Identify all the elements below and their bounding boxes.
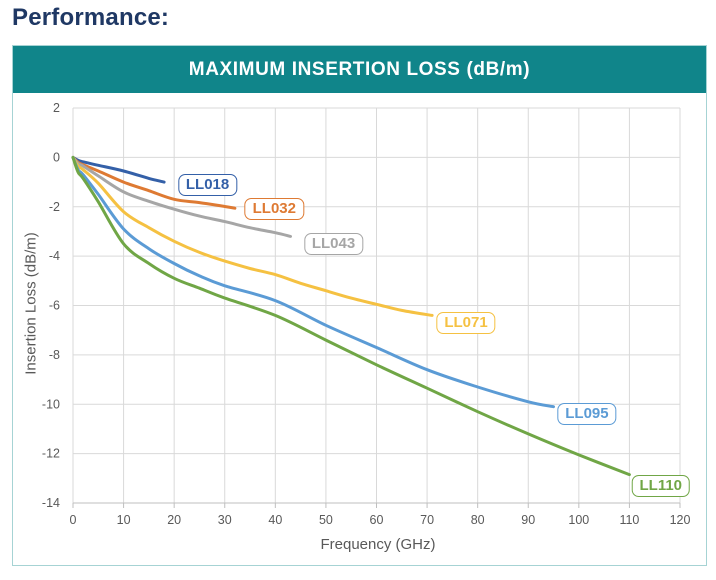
y-axis-title: Insertion Loss (dB/m) [22, 232, 40, 375]
x-tick-label: 110 [619, 513, 639, 527]
series-line-LL071 [71, 155, 434, 317]
series-label-LL043: LL043 [303, 232, 364, 255]
chart-header-bar: MAXIMUM INSERTION LOSS (dB/m) [13, 46, 706, 93]
y-tick-label: -2 [49, 200, 60, 214]
x-tick-label: 50 [319, 513, 333, 527]
y-tick-label: -6 [49, 299, 60, 313]
series-line-LL043 [71, 155, 292, 238]
x-tick-label: 20 [167, 513, 181, 527]
x-tick-label: 0 [70, 513, 77, 527]
series-label-LL018: LL018 [177, 173, 238, 196]
insertion-loss-chart: 0 10 20 30 40 50 60 70 80 90 100 110 120 2 0 -2 -4 -6 -8 -1… [13, 93, 706, 565]
series-line-LL110 [71, 155, 631, 477]
series-label-LL095: LL095 [557, 403, 617, 426]
x-axis-title: Frequency (GHz) [320, 536, 436, 553]
x-tick-label: 10 [117, 513, 131, 527]
y-tick-label: 0 [53, 150, 60, 164]
chart-title: MAXIMUM INSERTION LOSS (dB/m) [188, 58, 531, 80]
y-tick-label: -4 [49, 249, 60, 263]
y-tick-label: -10 [42, 397, 60, 411]
series-label-LL110: LL110 [631, 474, 691, 497]
x-tick-label: 80 [471, 513, 485, 527]
x-tick-label: 70 [420, 513, 434, 527]
page-title: Performance: [12, 4, 170, 31]
x-tick-label: 90 [521, 513, 535, 527]
y-tick-label: -8 [49, 348, 60, 362]
performance-chart-card: MAXIMUM INSERTION LOSS (dB/m) 0 10 20 30 40 5… [12, 45, 707, 566]
series-line-LL095 [71, 155, 555, 409]
y-tick-label: 2 [53, 101, 60, 115]
series-label-LL071: LL071 [436, 311, 496, 334]
y-tick-label: -12 [42, 447, 60, 461]
x-tick-label: 30 [218, 513, 232, 527]
x-tick-label: 40 [268, 513, 282, 527]
series-label-LL032: LL032 [244, 198, 304, 221]
y-tick-label: -14 [42, 496, 60, 510]
chart-plot-svg: 0 10 20 30 40 50 60 70 80 90 100 110 12020-2-4-6-8-1… [42, 101, 691, 527]
series-line-LL018 [71, 155, 166, 184]
x-tick-label: 60 [370, 513, 384, 527]
x-tick-label: 120 [670, 513, 691, 527]
x-tick-label: 100 [568, 513, 589, 527]
